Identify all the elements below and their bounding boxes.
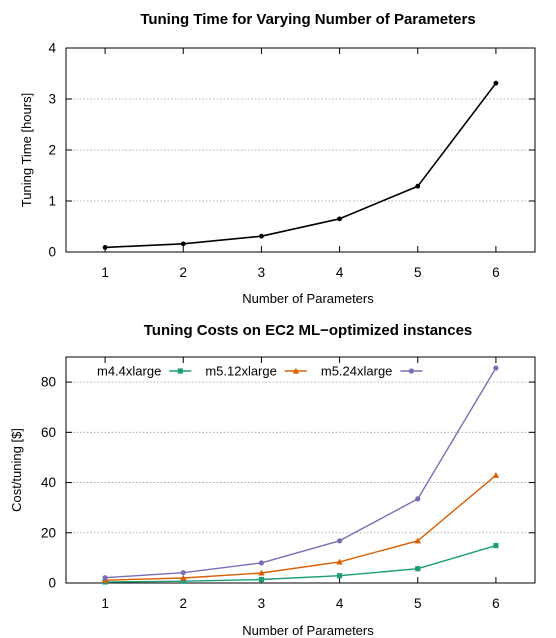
legend-marker bbox=[408, 368, 415, 374]
y-tick-label: 4 bbox=[48, 41, 56, 56]
chart-2-title: Tuning Costs on EC2 ML−optimized instanc… bbox=[144, 322, 473, 339]
x-tick-label: 6 bbox=[492, 596, 500, 611]
data-point bbox=[258, 569, 265, 576]
chart-2-plot-frame bbox=[65, 356, 536, 584]
x-tick-label: 2 bbox=[179, 265, 187, 280]
data-point bbox=[415, 496, 421, 502]
y-tick-label: 40 bbox=[41, 475, 56, 490]
series-line-m5.24xlarge bbox=[105, 367, 497, 579]
data-point bbox=[180, 574, 187, 581]
x-tick-label: 2 bbox=[179, 596, 187, 611]
legend-marker bbox=[177, 368, 183, 374]
data-point bbox=[180, 241, 186, 247]
y-tick-label: 60 bbox=[41, 425, 56, 440]
x-tick-label: 3 bbox=[258, 596, 266, 611]
y-tick-label: 1 bbox=[48, 194, 56, 209]
y-tick-label: 3 bbox=[48, 92, 56, 107]
data-point bbox=[102, 245, 108, 250]
chart-1-x-axis-label: Number of Parameters bbox=[242, 291, 374, 306]
data-point bbox=[180, 578, 186, 584]
x-tick-label: 6 bbox=[492, 265, 500, 280]
y-tick-label: 80 bbox=[41, 375, 56, 390]
x-tick-label: 1 bbox=[101, 265, 109, 280]
x-tick-label: 3 bbox=[258, 265, 266, 280]
data-point bbox=[336, 573, 343, 579]
chart-1: Tuning Time for Varying Number of Parame… bbox=[19, 11, 536, 306]
data-point bbox=[180, 570, 186, 576]
data-point bbox=[102, 575, 108, 581]
chart-1-title: Tuning Time for Varying Number of Parame… bbox=[140, 11, 475, 28]
legend-label: m5.12xlarge bbox=[205, 364, 277, 379]
data-point bbox=[258, 560, 265, 566]
data-point bbox=[493, 80, 499, 86]
data-point bbox=[492, 472, 500, 478]
legend-marker bbox=[292, 367, 300, 374]
data-point bbox=[493, 365, 499, 371]
data-point bbox=[337, 216, 342, 222]
data-point bbox=[259, 233, 264, 239]
data-point bbox=[258, 576, 265, 583]
chart-1-y-axis-label: Tuning Time [hours] bbox=[19, 93, 34, 207]
data-point bbox=[336, 558, 343, 565]
data-point bbox=[414, 537, 421, 544]
y-tick-label: 20 bbox=[41, 525, 56, 540]
x-tick-label: 4 bbox=[336, 596, 344, 611]
x-tick-label: 5 bbox=[414, 265, 422, 280]
data-point bbox=[493, 542, 499, 549]
chart-2: Tuning Costs on EC2 ML−optimized instanc… bbox=[9, 322, 536, 638]
legend-label: m5.24xlarge bbox=[321, 364, 393, 379]
x-tick-label: 4 bbox=[336, 265, 344, 280]
series-line-m4.4xlarge bbox=[105, 544, 497, 583]
x-tick-label: 5 bbox=[414, 596, 422, 611]
y-tick-label: 2 bbox=[48, 143, 56, 158]
chart-2-y-axis-label: Cost/tuning [$] bbox=[9, 428, 24, 512]
data-point bbox=[415, 566, 421, 572]
y-tick-label: 0 bbox=[48, 576, 56, 591]
data-point bbox=[415, 183, 421, 189]
x-tick-label: 1 bbox=[101, 596, 109, 611]
series-line-series-0 bbox=[105, 82, 497, 249]
legend-label: m4.4xlarge bbox=[97, 364, 161, 379]
chart-2-x-axis-label: Number of Parameters bbox=[242, 623, 374, 638]
series-line-m5.12xlarge bbox=[105, 474, 497, 581]
data-point bbox=[336, 538, 343, 544]
y-tick-label: 0 bbox=[48, 245, 56, 260]
